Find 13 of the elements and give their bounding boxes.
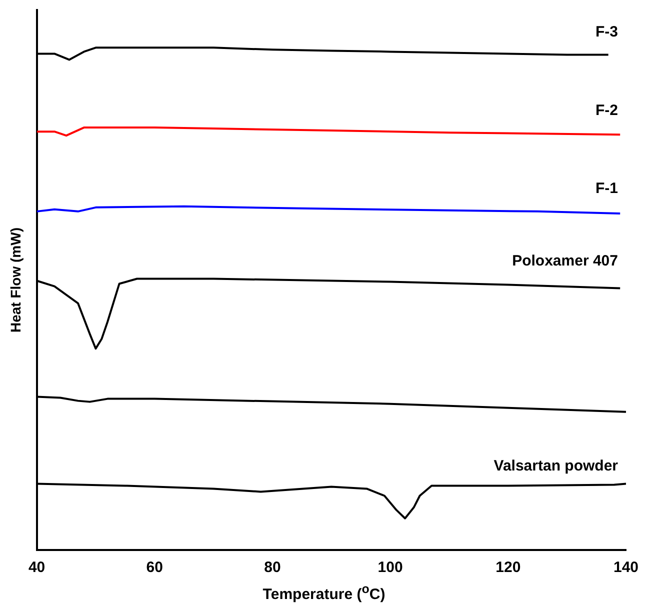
x-axis-title: Temperature ($^{o}$C) [262, 582, 386, 603]
x-tick-label: 140 [613, 559, 639, 576]
x-tick-label: 60 [146, 559, 163, 576]
x-tick-label: 80 [264, 559, 281, 576]
x-tick-label: 100 [378, 559, 403, 576]
series-label: F-2 [596, 102, 618, 120]
y-axis-title: Heat Flow (mW) [7, 228, 24, 332]
x-tick-label: 120 [496, 559, 521, 576]
series-label: F-1 [596, 180, 618, 198]
series-label: Poloxamer 407 [512, 252, 618, 270]
series-label: Valsartan powder [494, 457, 618, 474]
series-label: F-3 [596, 23, 618, 40]
x-tick-label: 40 [28, 559, 46, 576]
